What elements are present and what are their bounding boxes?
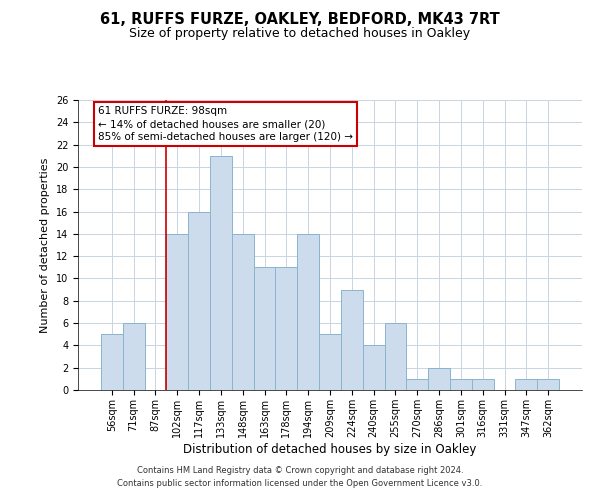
Bar — [188, 212, 210, 390]
Bar — [385, 323, 406, 390]
Bar — [537, 379, 559, 390]
Y-axis label: Number of detached properties: Number of detached properties — [40, 158, 50, 332]
Text: 61, RUFFS FURZE, OAKLEY, BEDFORD, MK43 7RT: 61, RUFFS FURZE, OAKLEY, BEDFORD, MK43 7… — [100, 12, 500, 28]
Bar — [297, 234, 319, 390]
Bar — [341, 290, 363, 390]
X-axis label: Distribution of detached houses by size in Oakley: Distribution of detached houses by size … — [184, 442, 476, 456]
Bar — [232, 234, 254, 390]
Bar — [101, 334, 123, 390]
Text: Contains HM Land Registry data © Crown copyright and database right 2024.
Contai: Contains HM Land Registry data © Crown c… — [118, 466, 482, 487]
Bar — [450, 379, 472, 390]
Bar — [210, 156, 232, 390]
Bar — [254, 268, 275, 390]
Bar — [166, 234, 188, 390]
Bar — [406, 379, 428, 390]
Text: 61 RUFFS FURZE: 98sqm
← 14% of detached houses are smaller (20)
85% of semi-deta: 61 RUFFS FURZE: 98sqm ← 14% of detached … — [98, 106, 353, 142]
Bar — [428, 368, 450, 390]
Text: Size of property relative to detached houses in Oakley: Size of property relative to detached ho… — [130, 28, 470, 40]
Bar — [515, 379, 537, 390]
Bar — [363, 346, 385, 390]
Bar — [319, 334, 341, 390]
Bar — [123, 323, 145, 390]
Bar — [275, 268, 297, 390]
Bar — [472, 379, 494, 390]
